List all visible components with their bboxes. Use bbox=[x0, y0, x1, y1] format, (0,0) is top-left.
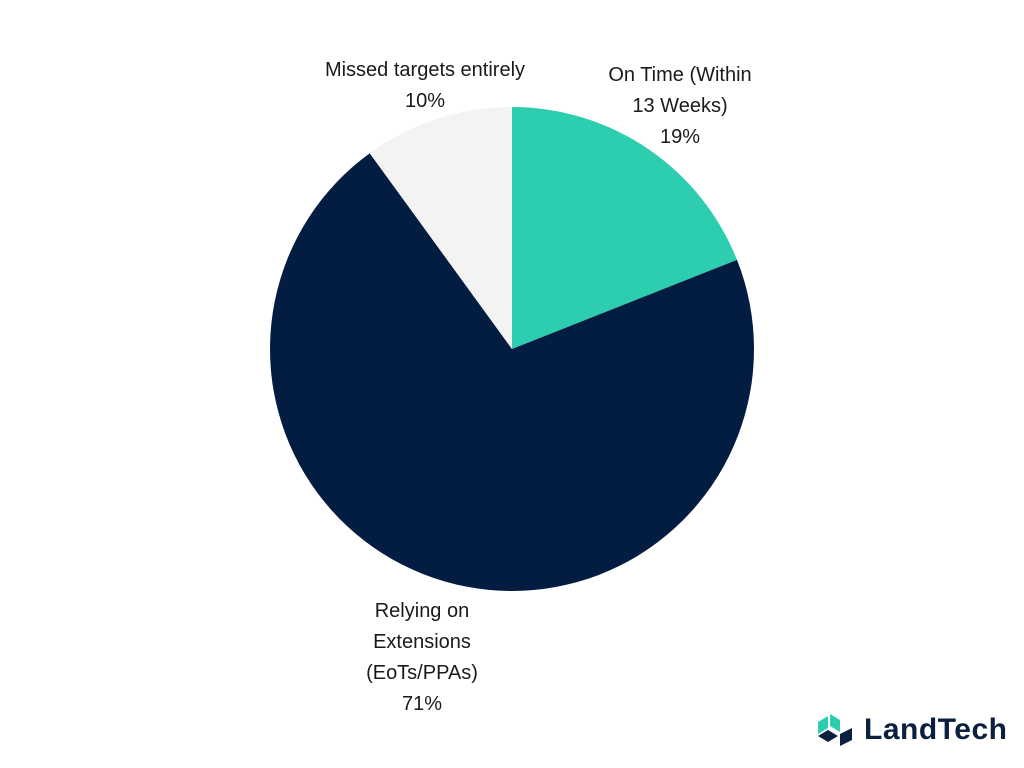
pie-slice bbox=[269, 153, 754, 592]
landtech-logo: LandTech bbox=[816, 708, 1007, 752]
slice-label: Relying on Extensions (EoTs/PPAs) 71% bbox=[366, 600, 478, 715]
landtech-logo-icon bbox=[818, 714, 852, 746]
pie-slice bbox=[512, 107, 738, 349]
slice-label: Missed targets entirely 10% bbox=[325, 59, 525, 112]
pie-slice bbox=[369, 107, 512, 349]
logo-wordmark: LandTech bbox=[864, 713, 1008, 746]
slice-label: On Time (Within 13 Weeks) 19% bbox=[608, 64, 751, 148]
